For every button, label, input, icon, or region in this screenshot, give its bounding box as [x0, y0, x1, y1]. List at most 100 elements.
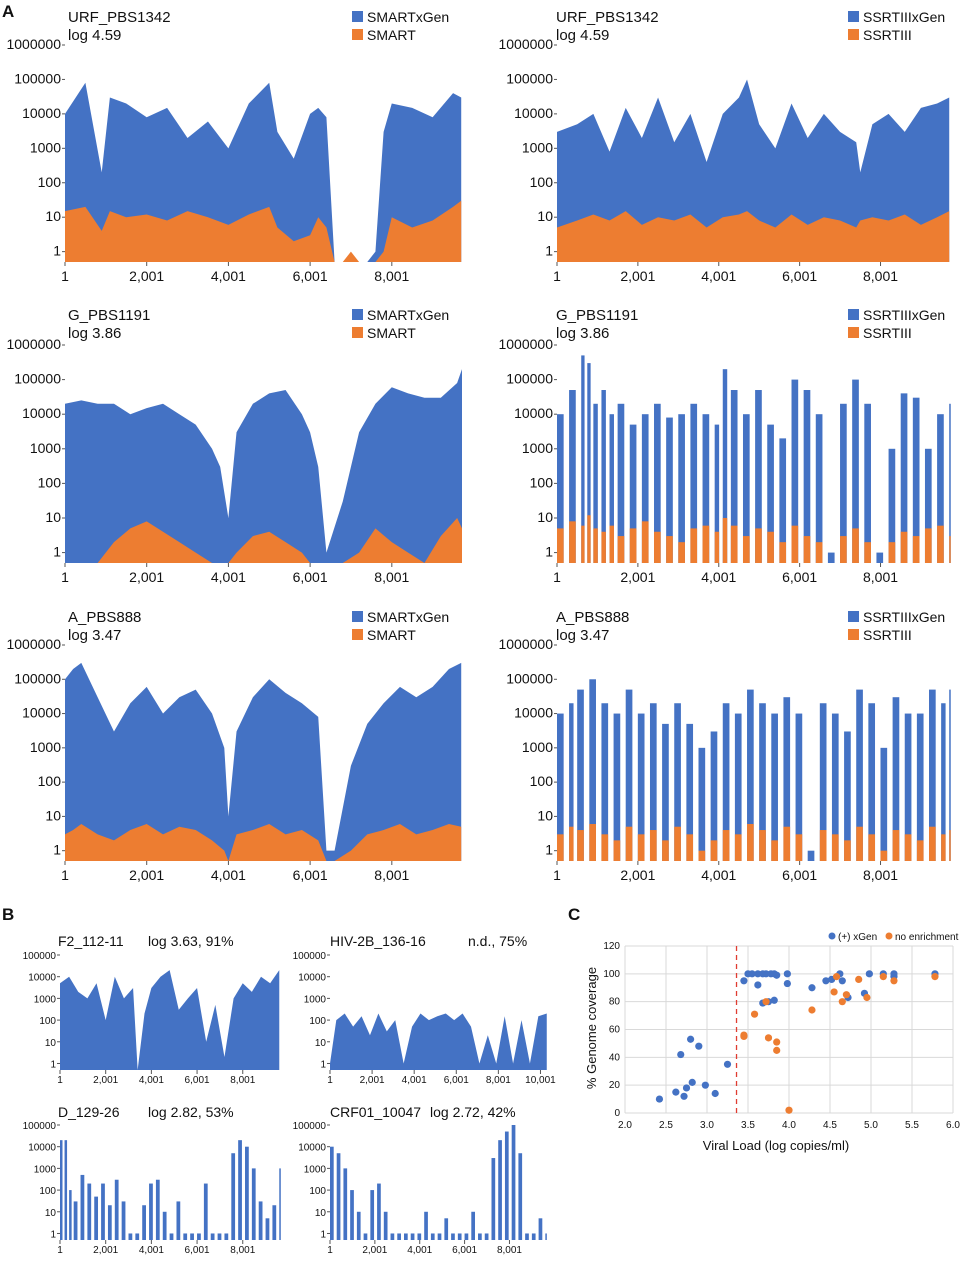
chart-b4-xtick-label: 4,001 — [407, 1245, 432, 1256]
chart-b3-xgen-series-bar — [245, 1146, 249, 1240]
chart-a2-xtick-label: 2,001 — [620, 268, 655, 284]
chart-b3-xgen-series-bar — [142, 1205, 146, 1240]
chart-c-ytick-label: 60 — [609, 1025, 621, 1036]
chart-c-plain-point — [808, 1006, 816, 1014]
chart-a4-legend-plain: SSRTIII — [863, 325, 912, 341]
chart-a4-plain-series-bar — [654, 531, 661, 563]
chart-a4-xtick-label: 4,001 — [701, 569, 736, 585]
chart-a4-xgen-series-bar — [609, 414, 614, 563]
chart-a4-plain-series-bar — [755, 528, 762, 563]
chart-c-xgen-point — [754, 981, 762, 989]
chart-b4-xgen-series-bar — [397, 1233, 401, 1240]
chart-a6-xgen-series-bar — [807, 850, 815, 861]
chart-a4-plain-series-bar — [629, 528, 637, 563]
chart-b4-ytick-label: 100000 — [293, 1121, 327, 1132]
chart-a5-xtick-label: 1 — [61, 867, 69, 883]
chart-a4-plain-series-bar — [949, 536, 951, 563]
chart-a6-plot: 1000000 100000 10000 1000 100 10 11 2,001 4,001 6… — [498, 636, 951, 883]
chart-a5-ytick-label: 10000 — [22, 705, 61, 721]
chart-a6-legend-swatch-plain — [848, 629, 859, 640]
chart-a4-xgen-series-bar — [678, 414, 685, 563]
chart-b4-xgen-series-bar — [498, 1140, 502, 1240]
chart-b2-ytick-label: 1000 — [304, 994, 327, 1005]
chart-c-xgen-point — [865, 970, 873, 978]
chart-b1-ytick-label: 100 — [39, 1016, 56, 1027]
chart-a5-sample-name: A_PBS888 — [68, 609, 141, 626]
chart-a3-viral-load: log 3.86 — [68, 325, 121, 342]
chart-a6-ytick-label: 10 — [537, 807, 553, 823]
chart-a6-xgen-series-bar — [795, 713, 803, 861]
chart-a4-sample-name: G_PBS1191 — [556, 307, 638, 324]
chart-b1-ytick-label: 10 — [45, 1038, 57, 1049]
chart-a2: URF_PBS1342 log 4.59 SSRTIIIxGen SSRTIII… — [498, 9, 950, 284]
chart-a3-xtick-label: 4,001 — [211, 569, 246, 585]
chart-b1-xtick-label: 8,001 — [230, 1075, 255, 1086]
chart-a6-plain-series-bar — [892, 830, 900, 861]
chart-b2: HIV-2B_136-16 n.d., 75% 1000001000010001… — [293, 933, 557, 1086]
chart-b4-info: log 2.72, 42% — [430, 1104, 516, 1120]
chart-a3-legend-swatch-plain — [352, 327, 363, 338]
panel-label-c: C — [568, 905, 580, 924]
chart-b3-xgen-series-bar — [80, 1174, 85, 1240]
chart-a6-plain-series-bar — [569, 826, 574, 861]
chart-a5-ytick-label: 10 — [45, 807, 61, 823]
chart-a3-xtick-label: 8,001 — [374, 569, 409, 585]
chart-a1-xtick-label: 6,001 — [293, 268, 328, 284]
chart-a5-ytick-label: 100000 — [14, 670, 61, 686]
chart-a4-plain-series-bar — [937, 525, 944, 563]
chart-a4-plain-series-bar — [617, 536, 625, 563]
chart-a6-xgen-series-bar — [831, 713, 839, 861]
chart-a4-plain-series-bar — [779, 542, 787, 563]
chart-a6-xgen-series-bar — [698, 747, 706, 861]
chart-a6-xgen-series-bar — [601, 703, 609, 861]
chart-a3-xtick-label: 1 — [61, 569, 69, 585]
chart-b2-xtick-label: 4,001 — [402, 1075, 427, 1086]
chart-a2-legend-xgen: SSRTIIIxGen — [863, 9, 945, 25]
chart-b1-xtick-label: 1 — [57, 1075, 63, 1086]
chart-a4-plain-series-bar — [666, 536, 673, 563]
chart-b1-xtick-label: 6,001 — [185, 1075, 210, 1086]
chart-a6-xgen-series-bar — [856, 689, 863, 861]
chart-a5-xtick-label: 8,001 — [374, 867, 409, 883]
chart-a6-xgen-series-bar — [819, 703, 827, 861]
chart-b3-xgen-series-bar — [272, 1205, 277, 1240]
chart-a6-plain-series-bar — [649, 830, 657, 861]
chart-c-plain-point — [842, 991, 851, 999]
chart-b4-xgen-series-bar — [457, 1233, 462, 1240]
chart-a5-viral-load: log 3.47 — [68, 627, 121, 644]
chart-b4: CRF01_10047 log 2.72, 42% 10000010000100… — [293, 1104, 547, 1256]
chart-a6-xgen-series-bar — [783, 697, 791, 861]
chart-b3-xgen-series-bar — [190, 1233, 194, 1240]
chart-c-xgen-point — [723, 1060, 732, 1068]
chart-a4-plain-series-bar — [601, 531, 606, 563]
chart-a4-xgen-series-bar — [581, 355, 585, 563]
chart-a4-plain-series-bar — [678, 542, 685, 563]
chart-a2-ytick-label: 1000 — [522, 139, 553, 155]
chart-a1-viral-load: log 4.59 — [68, 27, 121, 44]
chart-a5-ytick-label: 100 — [38, 773, 62, 789]
chart-b4-ytick-label: 1000 — [304, 1164, 327, 1175]
chart-a1-xtick-label: 2,001 — [129, 268, 164, 284]
chart-a3-plot: 1000000 100000 10000 1000 100 10 11 2,001 4,001 6… — [6, 336, 462, 585]
chart-c-plain-point — [855, 975, 863, 984]
chart-b4-xtick-label: 2,001 — [362, 1245, 387, 1256]
chart-a5-ytick-label: 1000 — [30, 739, 61, 755]
chart-c-plain-point — [863, 993, 871, 1002]
chart-a4-ytick-label: 1000000 — [498, 336, 553, 352]
chart-a6-xgen-series-bar — [613, 713, 621, 861]
chart-b4-xgen-series-bar — [437, 1233, 442, 1240]
chart-b3-xgen-series-bar — [149, 1183, 153, 1240]
chart-a4-xgen-series-bar — [730, 390, 738, 563]
chart-a4-ytick-label: 10000 — [514, 405, 553, 421]
chart-a4-plain-series-bar — [864, 542, 871, 563]
chart-b3-xgen-series-bar — [101, 1183, 105, 1240]
chart-c-xtick-label: 2.5 — [659, 1120, 673, 1131]
chart-a4-xgen-series-bar — [876, 552, 884, 563]
chart-b3-xgen-series-bar — [73, 1201, 78, 1240]
chart-a2-xgen-series-area — [557, 79, 950, 262]
chart-a3-ytick-label: 100000 — [14, 371, 61, 387]
chart-a6-xgen-series-bar — [710, 731, 718, 861]
chart-a4-xtick-label: 6,001 — [782, 569, 817, 585]
chart-a3-ytick-label: 1000000 — [6, 336, 61, 352]
chart-b4-sample-name: CRF01_10047 — [330, 1104, 421, 1120]
